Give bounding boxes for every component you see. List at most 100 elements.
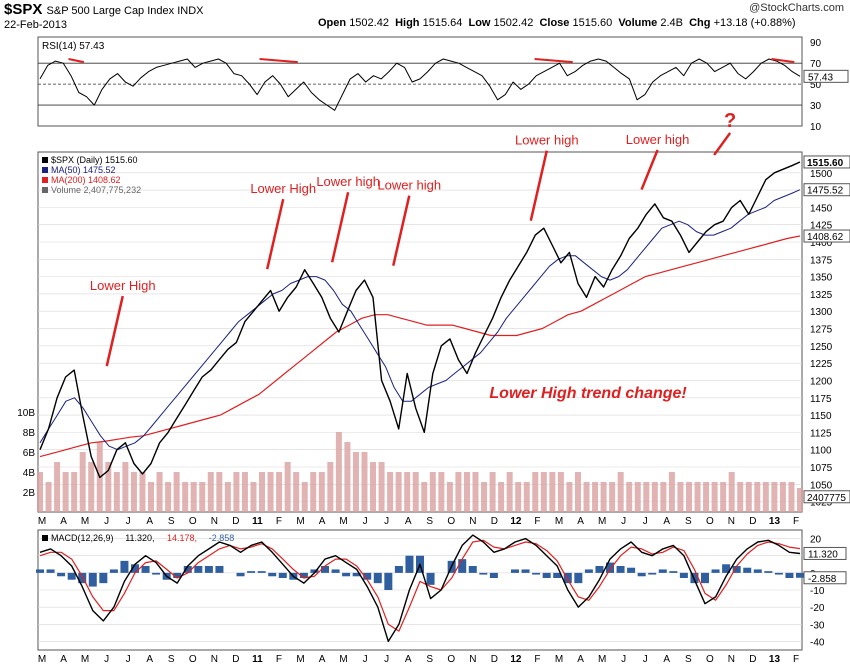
volume-bar [344, 442, 351, 512]
macd-x-label: O [706, 654, 714, 665]
volume-bar [592, 482, 599, 512]
volume-bar [754, 482, 761, 512]
macd-value-tag [803, 571, 847, 585]
price-x-label: S [168, 516, 175, 527]
price-tag-label: 1475.52 [807, 186, 844, 197]
macd-x-label: F [534, 654, 540, 665]
volume-bar [771, 482, 778, 512]
price-x-label: J [384, 516, 389, 527]
macd-histogram-bar [669, 571, 678, 573]
macd-legend-swatch [42, 535, 48, 541]
volume-bar [241, 472, 248, 512]
volume-bar [267, 472, 274, 512]
annotation-label: Lower High [90, 278, 156, 293]
volume-bar [156, 472, 163, 512]
volume-bar [54, 462, 61, 512]
ma200-line [39, 235, 801, 458]
volume-bar [293, 472, 300, 512]
trend-callout: Lower High trend change! [489, 385, 687, 402]
rsi-tick-label: 10 [810, 122, 822, 133]
volume-bar [370, 462, 377, 512]
volume-bar [583, 482, 590, 512]
rsi-trend-line [534, 57, 573, 64]
volume-bar [148, 482, 155, 512]
volume-bar [651, 482, 658, 512]
price-x-label: A [663, 516, 670, 527]
volume-value: 2.4B [660, 17, 683, 29]
macd-x-label: J [104, 654, 109, 665]
macd-histogram-bar [627, 567, 636, 573]
macd-x-label: D [749, 654, 756, 665]
price-tick-label: 1325 [810, 290, 833, 301]
macd-x-label: S [426, 654, 433, 665]
volume-bar [600, 482, 607, 512]
price-tick-label: 1100 [810, 446, 832, 457]
stockcharts-credit: @StockCharts.com [749, 2, 844, 14]
macd-x-label: A [577, 654, 584, 665]
price-tag [803, 229, 850, 243]
macd-histogram-bar [479, 572, 488, 575]
volume-label: Volume [618, 17, 658, 29]
macd-histogram-bar [331, 569, 340, 573]
price-tick-label: 1500 [810, 169, 833, 180]
macd-histogram-bar [321, 566, 329, 573]
volume-bar [574, 472, 581, 512]
quote-line: Open 1502.42 High 1515.64 Low 1502.42 Cl… [318, 17, 796, 29]
macd-histogram-bar [247, 571, 256, 573]
volume-bar [318, 472, 325, 512]
macd-x-label: 11 [252, 654, 263, 665]
volume-bar [711, 482, 718, 512]
macd-histogram-bar [511, 569, 519, 573]
legend-swatch [42, 167, 48, 173]
symbol: $SPX [4, 1, 43, 18]
macd-histogram-bar [342, 572, 351, 577]
macd-histogram-bar [278, 572, 287, 578]
macd-histogram-bar [711, 569, 720, 573]
macd-x-label: F [793, 654, 799, 665]
macd-histogram-bar [194, 566, 203, 573]
volume-bar [276, 472, 283, 512]
macd-histogram-bar [606, 562, 614, 573]
macd-legend-item: -2.858 [209, 533, 235, 543]
macd-histogram-bar [426, 572, 435, 585]
volume-bar [617, 472, 624, 512]
volume-bar [37, 472, 43, 512]
volume-bar [566, 482, 573, 512]
rsi-legend: RSI(14) 57.43 [42, 41, 105, 52]
price-tick-label: 1150 [810, 411, 832, 422]
volume-bar [762, 482, 769, 512]
price-tag [803, 183, 850, 197]
annotation-label: ? [724, 110, 736, 132]
price-x-label: 13 [769, 516, 781, 527]
macd-legend-item: MACD(12,26,9) [51, 533, 114, 543]
legend-swatch [42, 157, 48, 163]
macd-x-label: A [663, 654, 670, 665]
price-x-label: M [296, 516, 304, 527]
volume-bar [88, 462, 95, 512]
price-x-label: F [534, 516, 540, 527]
price-x-label: O [706, 516, 714, 527]
volume-bar [352, 452, 359, 512]
macd-x-label: N [469, 654, 476, 665]
rsi-line [39, 58, 801, 111]
macd-histogram-bar [732, 566, 741, 573]
price-tick-label: 1050 [810, 480, 833, 491]
volume-bar [71, 472, 78, 512]
volume-bar [250, 482, 257, 512]
macd-histogram-bar [405, 555, 414, 573]
volume-bar [378, 462, 385, 512]
annotation-arrow [392, 195, 411, 266]
volume-bar [694, 482, 701, 512]
volume-bar [335, 432, 342, 512]
symbol-title: $SPX S&P 500 Large Cap Index INDX [4, 1, 204, 18]
rsi-tick-label: 90 [810, 38, 822, 49]
volume-bar [387, 472, 394, 512]
price-x-label: J [643, 516, 648, 527]
macd-histogram-bar [46, 569, 55, 573]
volume-bar [515, 482, 522, 512]
rsi-tick-label: 30 [810, 101, 822, 112]
index-name: S&P 500 Large Cap Index [46, 5, 175, 17]
macd-tick-label: -30 [810, 620, 825, 631]
macd-histogram-bar [120, 560, 129, 573]
